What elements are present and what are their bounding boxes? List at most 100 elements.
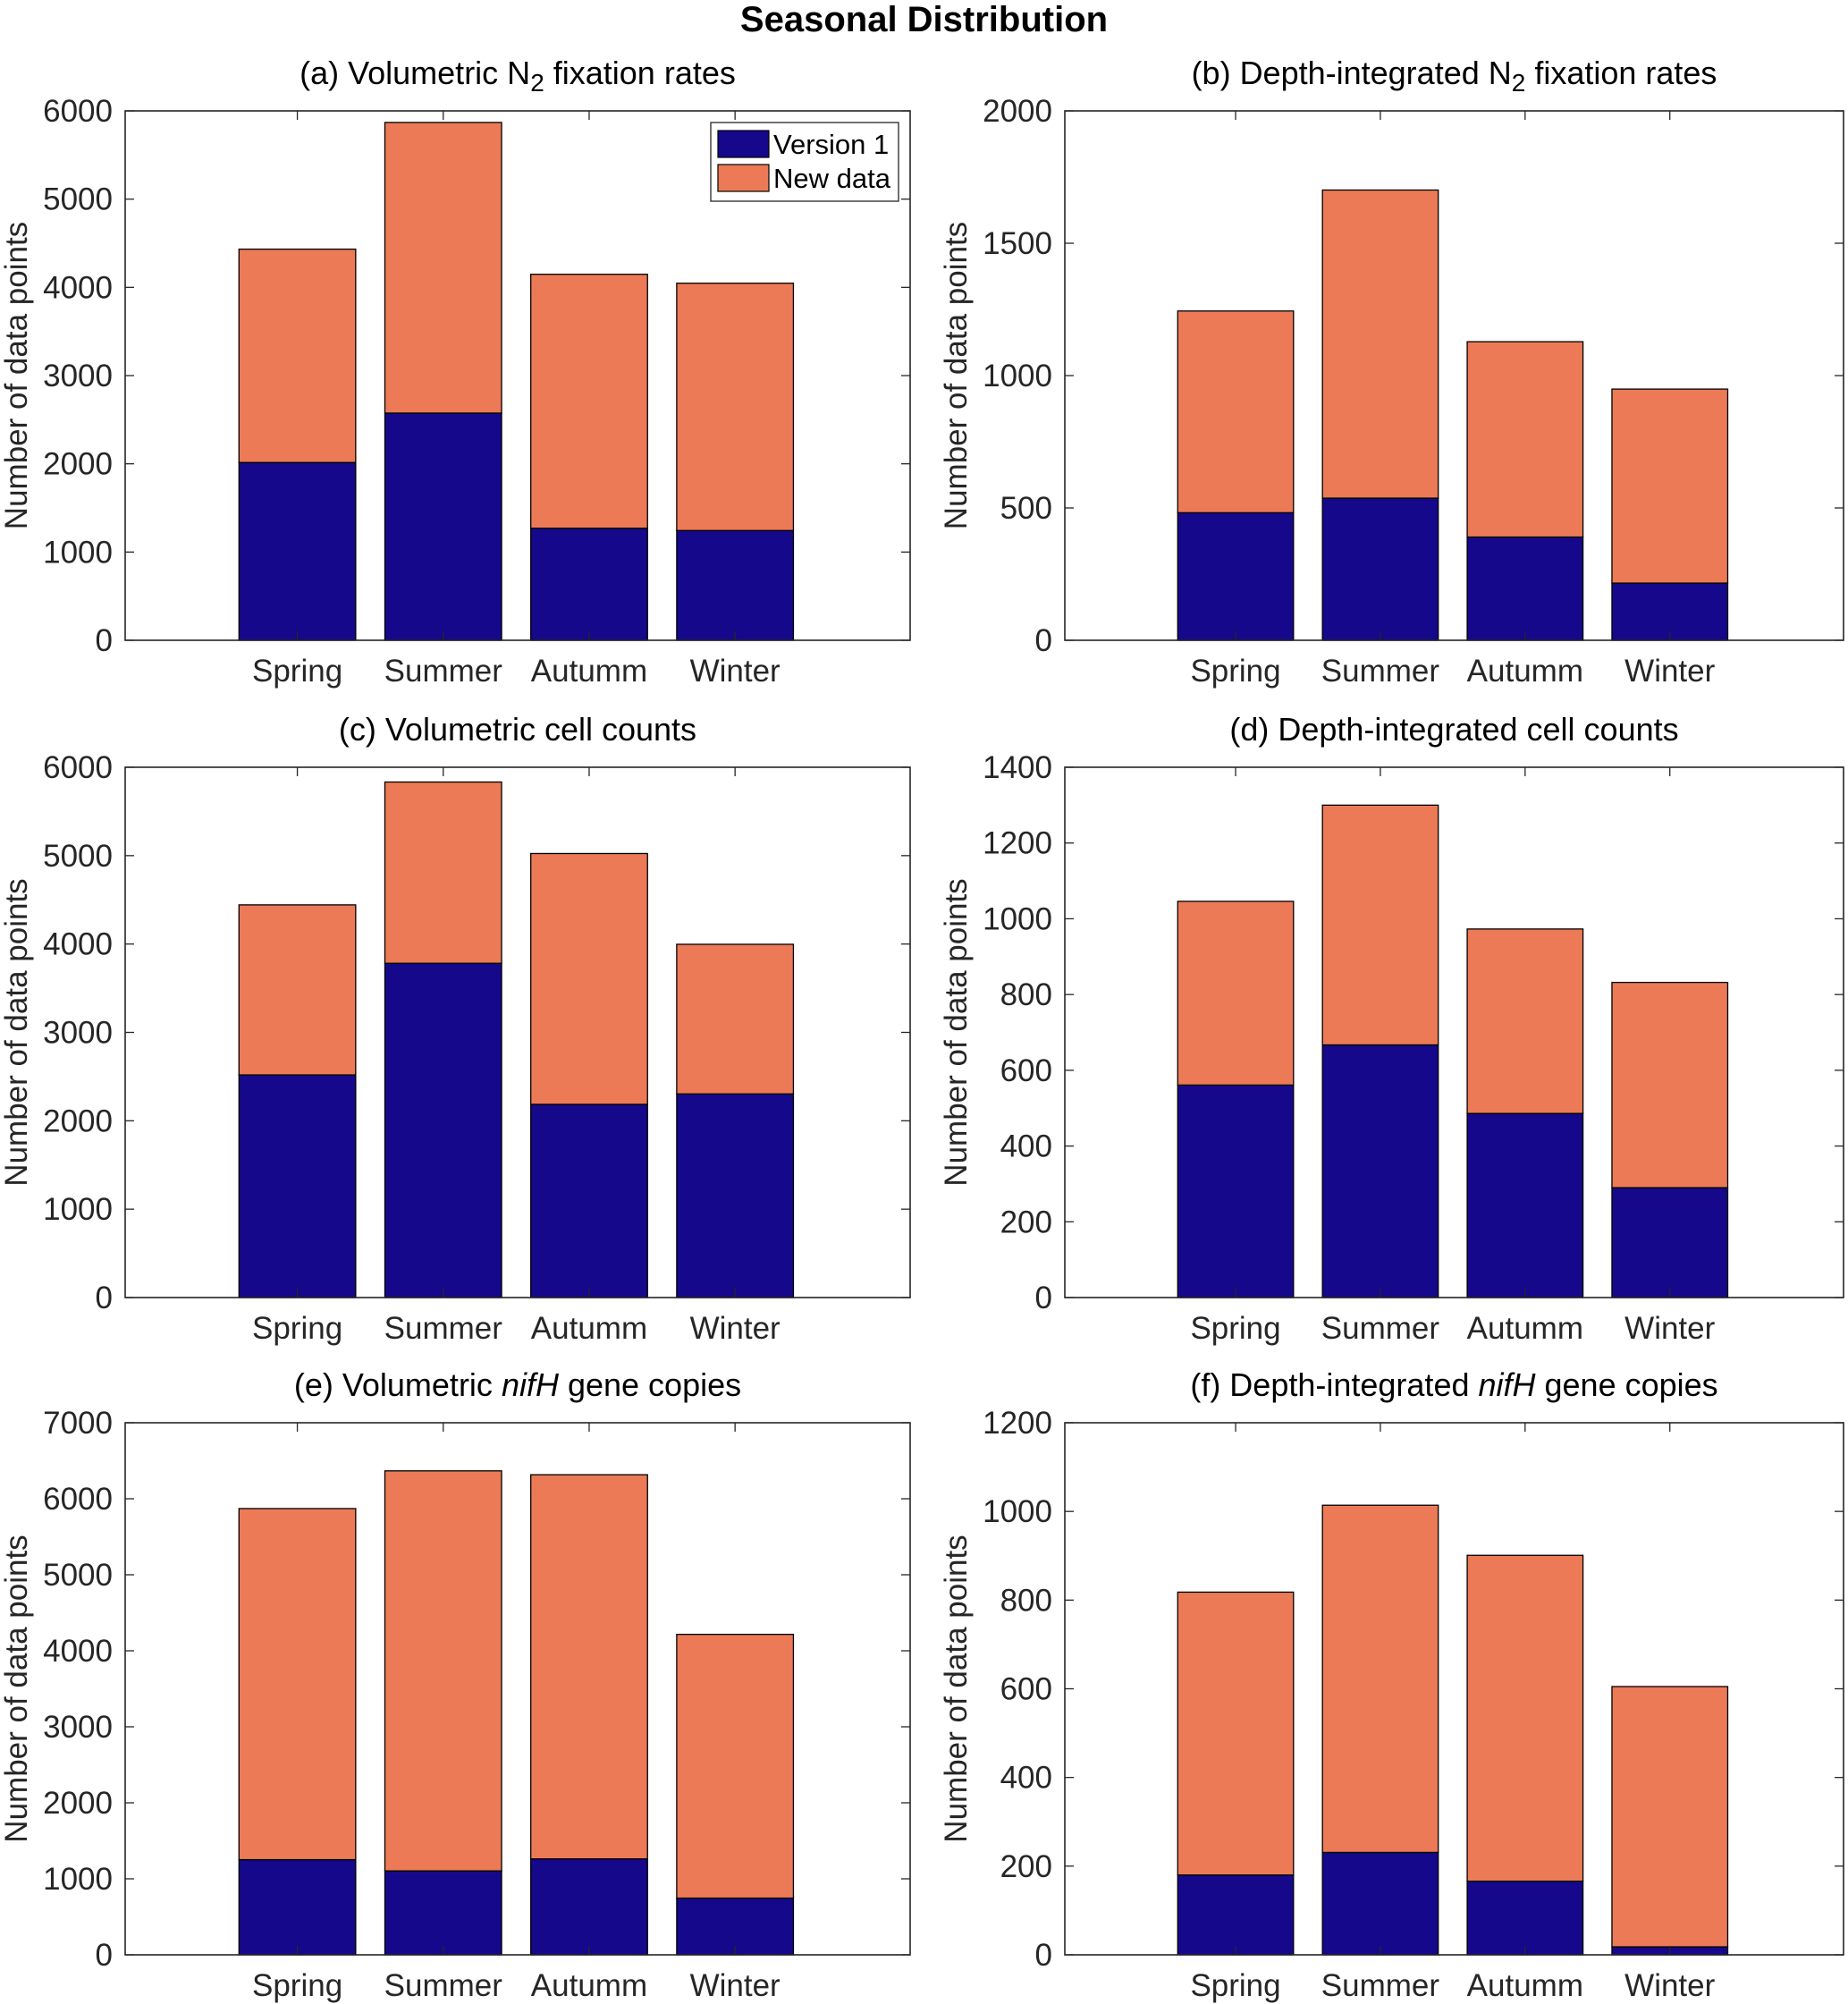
panel-title: (a) Volumetric N2 fixation rates (300, 55, 736, 97)
y-tick-label: 0 (96, 1281, 113, 1315)
panel-title-part: nifH (502, 1366, 560, 1403)
y-tick-label: 3000 (43, 359, 113, 393)
y-axis-label: Number of data points (0, 1535, 34, 1842)
y-tick-label: 0 (1035, 623, 1052, 658)
x-tick-label: Winter (690, 1311, 781, 1346)
bar-version1-spring (1177, 512, 1295, 641)
panel-title-part: (b) Depth-integrated N (1192, 55, 1512, 91)
bar-new-data-autumm (530, 1474, 648, 1860)
x-tick-label: Autumm (1467, 1968, 1583, 2003)
y-tick-label: 2000 (983, 94, 1052, 129)
y-axis-label: Number of data points (0, 878, 34, 1186)
x-tick-label: Winter (690, 1968, 781, 2003)
y-tick-label: 200 (1000, 1849, 1052, 1884)
x-tick-label: Winter (1624, 1968, 1715, 2003)
axes-box (124, 1422, 911, 1956)
bar-new-data-autumm (530, 274, 648, 529)
bar-new-data-autumm (1466, 928, 1584, 1114)
y-tick-label: 600 (1000, 1053, 1052, 1088)
bar-version1-autumm (530, 1858, 648, 1956)
bar-new-data-spring (1177, 1591, 1295, 1876)
bar-new-data-summer (384, 122, 502, 414)
x-tick-label: Autumm (1467, 1311, 1583, 1346)
panel-title: (c) Volumetric cell counts (339, 711, 696, 748)
panel-title-part: gene copies (559, 1366, 741, 1403)
bar-version1-winter (676, 529, 795, 641)
y-tick-label: 1000 (983, 901, 1052, 936)
panel-c: (c) Volumetric cell counts Spring Summer Au… (0, 711, 911, 1346)
y-tick-label: 400 (1000, 1129, 1052, 1164)
bar-new-data-autumm (1466, 341, 1584, 538)
panel-title-part: 2 (1512, 69, 1526, 97)
panel-a: (a) Volumetric N2 fixation rates Spring Su… (0, 55, 911, 689)
y-tick-label: 0 (1035, 1938, 1052, 1973)
y-tick-label: 1000 (43, 1192, 113, 1227)
panel-title: (e) Volumetric nifH gene copies (294, 1366, 741, 1403)
y-tick-label: 6000 (43, 1482, 113, 1517)
bar-version1-autumm (530, 528, 648, 641)
x-tick-label: Winter (690, 654, 781, 689)
bar-new-data-autumm (1466, 1554, 1584, 1882)
legend-swatch-version1 (717, 130, 770, 158)
bar-new-data-winter (676, 283, 795, 531)
x-tick-label: Spring (1190, 1311, 1280, 1346)
panel-title-part: (f) Depth-integrated (1190, 1366, 1478, 1403)
y-tick-label: 200 (1000, 1205, 1052, 1239)
bar-new-data-winter (1611, 388, 1729, 584)
panel-b: (b) Depth-integrated N2 fixation rates Sp… (939, 55, 1844, 689)
bar-version1-summer (1321, 1851, 1439, 1956)
bar-new-data-summer (1321, 189, 1439, 499)
bar-new-data-summer (384, 1470, 502, 1872)
legend-swatch-new-data (717, 164, 770, 192)
panel-title: (d) Depth-integrated cell counts (1229, 711, 1678, 748)
y-tick-label: 400 (1000, 1761, 1052, 1796)
y-tick-label: 1000 (43, 1862, 113, 1897)
bar-version1-summer (1321, 497, 1439, 641)
y-tick-label: 800 (1000, 977, 1052, 1012)
panel-f: (f) Depth-integrated nifH gene copies Spr… (939, 1366, 1844, 2003)
legend-label: New data (773, 163, 891, 194)
y-tick-label: 5000 (43, 182, 113, 217)
y-tick-label: 1400 (983, 750, 1052, 785)
x-tick-label: Summer (384, 654, 503, 689)
x-tick-label: Spring (252, 654, 342, 689)
x-tick-label: Winter (1624, 654, 1715, 689)
bar-new-data-spring (1177, 310, 1295, 513)
panel-title-part: gene copies (1536, 1366, 1718, 1403)
y-tick-label: 1500 (983, 226, 1052, 261)
bar-version1-autumm (1466, 1881, 1584, 1956)
bar-new-data-winter (1611, 1686, 1729, 1948)
bar-new-data-spring (238, 248, 357, 463)
y-tick-label: 0 (1035, 1281, 1052, 1315)
y-tick-label: 5000 (43, 839, 113, 874)
y-tick-label: 6000 (43, 750, 113, 785)
panel-title-part: (e) Volumetric (294, 1366, 502, 1403)
panel-title-part: fixation rates (544, 55, 736, 91)
y-tick-label: 3000 (43, 1710, 113, 1745)
bar-version1-autumm (530, 1103, 648, 1298)
y-tick-label: 4000 (43, 1634, 113, 1669)
y-tick-label: 3000 (43, 1016, 113, 1051)
y-tick-label: 1000 (983, 1494, 1052, 1529)
bar-version1-summer (384, 962, 502, 1298)
y-axis-label: Number of data points (939, 1535, 974, 1842)
y-tick-label: 1200 (983, 826, 1052, 861)
x-tick-label: Summer (1321, 1311, 1440, 1346)
bar-version1-winter (1611, 1187, 1729, 1298)
bar-version1-spring (238, 1858, 357, 1956)
y-tick-label: 600 (1000, 1672, 1052, 1707)
bar-version1-autumm (1466, 1112, 1584, 1298)
bar-new-data-spring (238, 904, 357, 1076)
bar-new-data-winter (1611, 981, 1729, 1188)
bar-version1-winter (676, 1093, 795, 1298)
panel-title-part: (c) Volumetric cell counts (339, 711, 696, 748)
y-tick-label: 1200 (983, 1406, 1052, 1441)
x-tick-label: Summer (384, 1968, 503, 2003)
panel-e: (e) Volumetric nifH gene copies Spring Sum… (0, 1366, 911, 2003)
y-tick-label: 7000 (43, 1406, 113, 1441)
bar-new-data-summer (1321, 804, 1439, 1046)
x-tick-label: Spring (252, 1968, 342, 2003)
x-tick-label: Autumm (531, 1968, 647, 2003)
bar-new-data-spring (238, 1508, 357, 1861)
